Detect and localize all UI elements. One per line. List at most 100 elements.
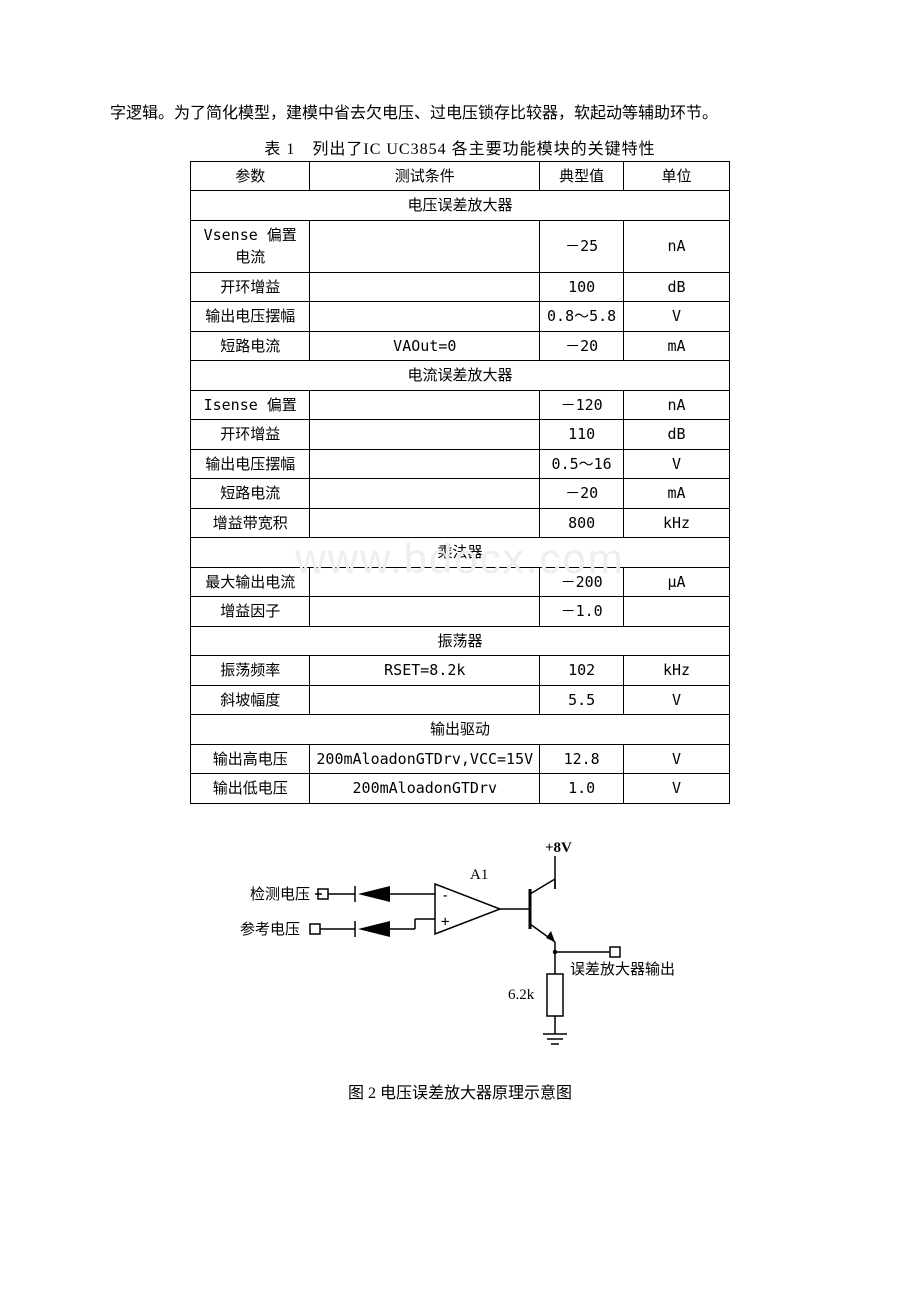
cell-param: 振荡频率 (191, 656, 310, 686)
cell-unit: μA (624, 567, 730, 597)
diagram-caption: 图 2 电压误差放大器原理示意图 (110, 1079, 810, 1103)
table-row: 开环增益 100dB (191, 272, 730, 302)
cell-val: －20 (540, 331, 624, 361)
table-row: 输出低电压200mAloadonGTDrv1.0V (191, 774, 730, 804)
cell-unit: V (624, 744, 730, 774)
svg-text:6.2k: 6.2k (508, 987, 535, 1003)
cell-val: 1.0 (540, 774, 624, 804)
th-cond: 测试条件 (310, 161, 540, 191)
svg-text:检测电压: 检测电压 (250, 886, 310, 903)
cell-param: 短路电流 (191, 479, 310, 509)
cell-unit: kHz (624, 508, 730, 538)
cell-param: 增益因子 (191, 597, 310, 627)
cell-cond (310, 685, 540, 715)
section-title-cell: 电流误差放大器 (191, 361, 730, 391)
th-val: 典型值 (540, 161, 624, 191)
cell-val: －120 (540, 390, 624, 420)
cell-param: 短路电流 (191, 331, 310, 361)
cell-val: 0.8～5.8 (540, 302, 624, 332)
cell-cond: RSET=8.2k (310, 656, 540, 686)
cell-param: 开环增益 (191, 420, 310, 450)
cell-param: 开环增益 (191, 272, 310, 302)
svg-text:+: + (441, 914, 449, 930)
intro-paragraph: 字逻辑。为了简化模型，建模中省去欠电压、过电压锁存比较器，软起动等辅助环节。 (110, 100, 810, 129)
table-row: 短路电流 －20mA (191, 479, 730, 509)
cell-unit: nA (624, 220, 730, 272)
svg-text:参考电压: 参考电压 (240, 921, 300, 938)
section-title-cell: 乘法器 (191, 538, 730, 568)
cell-val: －25 (540, 220, 624, 272)
cell-cond: 200mAloadonGTDrv (310, 774, 540, 804)
table-row: Vsense 偏置电流 －25nA (191, 220, 730, 272)
cell-cond (310, 449, 540, 479)
table-row: Isense 偏置 －120nA (191, 390, 730, 420)
cell-cond (310, 479, 540, 509)
cell-cond: VAOut=0 (310, 331, 540, 361)
cell-unit: kHz (624, 656, 730, 686)
table-section-header: 乘法器 (191, 538, 730, 568)
table-row: 增益带宽积 800kHz (191, 508, 730, 538)
cell-param: 输出电压摆幅 (191, 449, 310, 479)
cell-unit: V (624, 449, 730, 479)
cell-val: －200 (540, 567, 624, 597)
cell-unit (624, 597, 730, 627)
cell-cond (310, 597, 540, 627)
cell-unit: nA (624, 390, 730, 420)
cell-unit: dB (624, 272, 730, 302)
table-caption: 表 1 列出了IC UC3854 各主要功能模块的关键特性 (110, 135, 810, 159)
table-row: 输出高电压200mAloadonGTDrv,VCC=15V12.8V (191, 744, 730, 774)
cell-cond (310, 567, 540, 597)
table-row: 短路电流VAOut=0－20mA (191, 331, 730, 361)
cell-param: Isense 偏置 (191, 390, 310, 420)
cell-param: 输出高电压 (191, 744, 310, 774)
cell-cond (310, 508, 540, 538)
cell-val: －20 (540, 479, 624, 509)
circuit-diagram: +8V 检测电压参考电压 - + A1 误差放大器输出 6.2k (240, 834, 680, 1069)
svg-text:A1: A1 (470, 867, 488, 883)
cell-val: 100 (540, 272, 624, 302)
cell-val: －1.0 (540, 597, 624, 627)
cell-unit: V (624, 774, 730, 804)
cell-param: 输出电压摆幅 (191, 302, 310, 332)
cell-param: 斜坡幅度 (191, 685, 310, 715)
cell-val: 0.5～16 (540, 449, 624, 479)
cell-val: 800 (540, 508, 624, 538)
cell-unit: mA (624, 331, 730, 361)
cell-cond (310, 390, 540, 420)
cell-cond (310, 420, 540, 450)
section-title-cell: 振荡器 (191, 626, 730, 656)
th-unit: 单位 (624, 161, 730, 191)
cell-unit: V (624, 302, 730, 332)
svg-text:+8V: +8V (545, 840, 572, 856)
table-section-header: 振荡器 (191, 626, 730, 656)
table-row: 开环增益 110dB (191, 420, 730, 450)
svg-text:-: - (441, 888, 449, 904)
th-param: 参数 (191, 161, 310, 191)
cell-unit: dB (624, 420, 730, 450)
cell-cond (310, 302, 540, 332)
spec-table: 参数 测试条件 典型值 单位 电压误差放大器Vsense 偏置电流－25nA开环… (190, 161, 730, 804)
cell-cond (310, 220, 540, 272)
cell-unit: V (624, 685, 730, 715)
table-row: 增益因子 －1.0 (191, 597, 730, 627)
cell-param: 输出低电压 (191, 774, 310, 804)
section-title-cell: 输出驱动 (191, 715, 730, 745)
table-row: 最大输出电流 －200μA (191, 567, 730, 597)
cell-cond (310, 272, 540, 302)
cell-val: 110 (540, 420, 624, 450)
cell-param: 增益带宽积 (191, 508, 310, 538)
cell-param: Vsense 偏置电流 (191, 220, 310, 272)
svg-text:误差放大器输出: 误差放大器输出 (570, 961, 675, 978)
cell-param: 最大输出电流 (191, 567, 310, 597)
cell-unit: mA (624, 479, 730, 509)
table-row: 输出电压摆幅 0.5～16V (191, 449, 730, 479)
section-title-cell: 电压误差放大器 (191, 191, 730, 221)
table-row: 斜坡幅度 5.5V (191, 685, 730, 715)
table-header-row: 参数 测试条件 典型值 单位 (191, 161, 730, 191)
table-section-header: 输出驱动 (191, 715, 730, 745)
table-row: 振荡频率RSET=8.2k102kHz (191, 656, 730, 686)
cell-val: 5.5 (540, 685, 624, 715)
cell-cond: 200mAloadonGTDrv,VCC=15V (310, 744, 540, 774)
table-section-header: 电流误差放大器 (191, 361, 730, 391)
cell-val: 102 (540, 656, 624, 686)
